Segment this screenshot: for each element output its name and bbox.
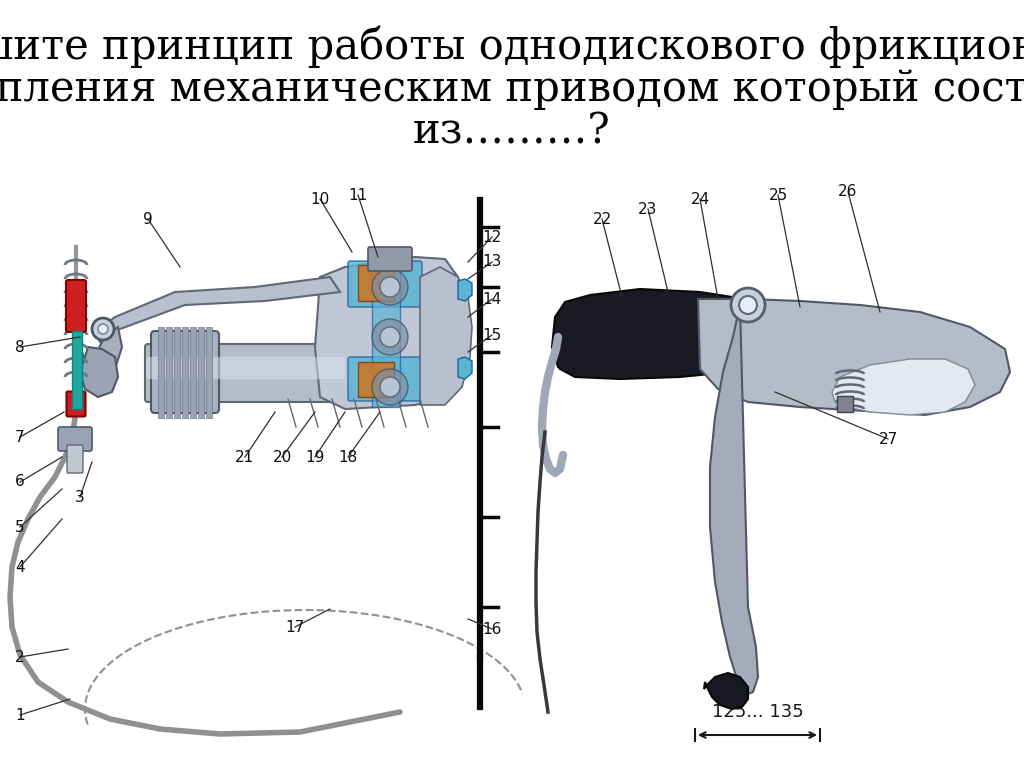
- FancyBboxPatch shape: [348, 357, 422, 401]
- FancyBboxPatch shape: [146, 357, 345, 379]
- Text: 25: 25: [768, 187, 787, 202]
- Text: 17: 17: [286, 620, 304, 634]
- Text: 20: 20: [272, 449, 292, 465]
- FancyBboxPatch shape: [166, 327, 171, 417]
- Text: 18: 18: [338, 449, 357, 465]
- FancyBboxPatch shape: [181, 327, 187, 417]
- FancyBboxPatch shape: [358, 265, 394, 301]
- Polygon shape: [705, 673, 748, 709]
- FancyBboxPatch shape: [158, 327, 164, 417]
- Text: из………?: из………?: [413, 110, 611, 152]
- FancyBboxPatch shape: [58, 427, 92, 451]
- FancyBboxPatch shape: [66, 280, 86, 332]
- FancyBboxPatch shape: [372, 257, 400, 407]
- Polygon shape: [698, 299, 1010, 415]
- Text: 16: 16: [482, 621, 502, 637]
- Circle shape: [92, 318, 114, 340]
- Text: сцепления механическим приводом который состоит: сцепления механическим приводом который …: [0, 68, 1024, 110]
- Polygon shape: [315, 257, 462, 409]
- Text: 19: 19: [305, 449, 325, 465]
- FancyBboxPatch shape: [348, 261, 422, 307]
- FancyBboxPatch shape: [173, 327, 179, 417]
- FancyBboxPatch shape: [206, 327, 212, 417]
- FancyBboxPatch shape: [358, 362, 394, 397]
- Text: 6: 6: [15, 475, 25, 489]
- Polygon shape: [831, 359, 975, 415]
- Text: 4: 4: [15, 559, 25, 574]
- Text: 27: 27: [879, 432, 898, 446]
- Circle shape: [372, 369, 408, 405]
- Text: 12: 12: [482, 229, 502, 245]
- Text: 8: 8: [15, 340, 25, 354]
- FancyBboxPatch shape: [67, 391, 85, 416]
- Text: 22: 22: [592, 212, 611, 226]
- FancyBboxPatch shape: [837, 396, 853, 412]
- Text: 11: 11: [348, 187, 368, 202]
- Text: 9: 9: [143, 212, 153, 226]
- Circle shape: [372, 319, 408, 355]
- Text: 7: 7: [15, 430, 25, 445]
- Polygon shape: [710, 305, 758, 695]
- Circle shape: [731, 288, 765, 322]
- FancyBboxPatch shape: [198, 327, 204, 417]
- Circle shape: [739, 296, 757, 314]
- Polygon shape: [80, 347, 118, 397]
- Circle shape: [380, 377, 400, 397]
- Text: 24: 24: [690, 192, 710, 206]
- Circle shape: [372, 269, 408, 305]
- Polygon shape: [552, 289, 765, 379]
- Text: 14: 14: [482, 291, 502, 307]
- Circle shape: [380, 277, 400, 297]
- Text: 23: 23: [638, 202, 657, 216]
- FancyBboxPatch shape: [189, 327, 196, 417]
- FancyBboxPatch shape: [151, 331, 219, 413]
- Circle shape: [380, 327, 400, 347]
- Polygon shape: [458, 357, 472, 379]
- Circle shape: [98, 324, 108, 334]
- Text: 3: 3: [75, 489, 85, 505]
- Polygon shape: [458, 279, 472, 301]
- FancyBboxPatch shape: [368, 247, 412, 271]
- Text: 2: 2: [15, 650, 25, 664]
- Text: 5: 5: [15, 519, 25, 535]
- Text: 1: 1: [15, 707, 25, 723]
- Text: 21: 21: [236, 449, 255, 465]
- Text: 26: 26: [839, 185, 858, 199]
- Text: 10: 10: [310, 192, 330, 206]
- Text: Опишите принцип работы однодискового фрикционного: Опишите принцип работы однодискового фри…: [0, 26, 1024, 68]
- Polygon shape: [420, 267, 472, 405]
- FancyBboxPatch shape: [72, 331, 82, 409]
- Text: 125... 135: 125... 135: [712, 703, 804, 721]
- FancyBboxPatch shape: [145, 344, 346, 402]
- Text: 13: 13: [482, 255, 502, 269]
- Text: 15: 15: [482, 328, 502, 343]
- Polygon shape: [80, 327, 122, 382]
- FancyBboxPatch shape: [67, 445, 83, 473]
- Polygon shape: [95, 277, 340, 342]
